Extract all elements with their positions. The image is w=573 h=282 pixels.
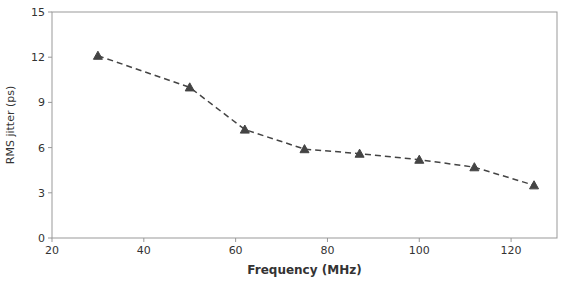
chart-container: 20 40 60 80 100 120 0 3 6 9 12 15 Frequency (MHz) RMS… [0, 0, 573, 282]
x-tick [327, 238, 328, 242]
y-tick [48, 102, 52, 103]
series [93, 51, 538, 189]
x-tick [511, 238, 512, 242]
y-axis-label: RMS jitter (ps) [4, 86, 17, 164]
x-tick [143, 238, 144, 242]
y-tick [48, 147, 52, 148]
y-tick-label: 12 [31, 51, 45, 64]
y-tick-label: 0 [38, 232, 45, 245]
y-tick [48, 57, 52, 58]
y-tick [48, 238, 52, 239]
x-tick-label: 40 [137, 244, 151, 257]
x-axis-label: Frequency (MHz) [247, 263, 361, 277]
y-tick [48, 192, 52, 193]
x-tick-label: 80 [320, 244, 334, 257]
data-point [300, 145, 309, 153]
data-point [355, 149, 364, 157]
chart-svg: 20 40 60 80 100 120 0 3 6 9 12 15 Frequency (MHz) RMS… [0, 0, 573, 282]
x-tick-label: 60 [229, 244, 243, 257]
data-point [240, 125, 249, 133]
x-tick [52, 238, 53, 242]
data-point [530, 181, 539, 189]
data-point [470, 163, 479, 171]
data-point [185, 83, 194, 91]
x-tick-label: 100 [409, 244, 430, 257]
plot-frame [52, 12, 557, 238]
data-line [98, 56, 534, 186]
axes: 20 40 60 80 100 120 0 3 6 9 12 15 [31, 6, 522, 257]
y-tick-label: 15 [31, 6, 45, 19]
x-tick [235, 238, 236, 242]
data-point [415, 155, 424, 163]
y-tick-label: 6 [38, 142, 45, 155]
x-tick-label: 120 [501, 244, 522, 257]
data-point [93, 51, 102, 59]
y-tick [48, 12, 52, 13]
x-tick-label: 20 [45, 244, 59, 257]
x-tick [419, 238, 420, 242]
y-tick-label: 3 [38, 187, 45, 200]
y-tick-label: 9 [38, 96, 45, 109]
